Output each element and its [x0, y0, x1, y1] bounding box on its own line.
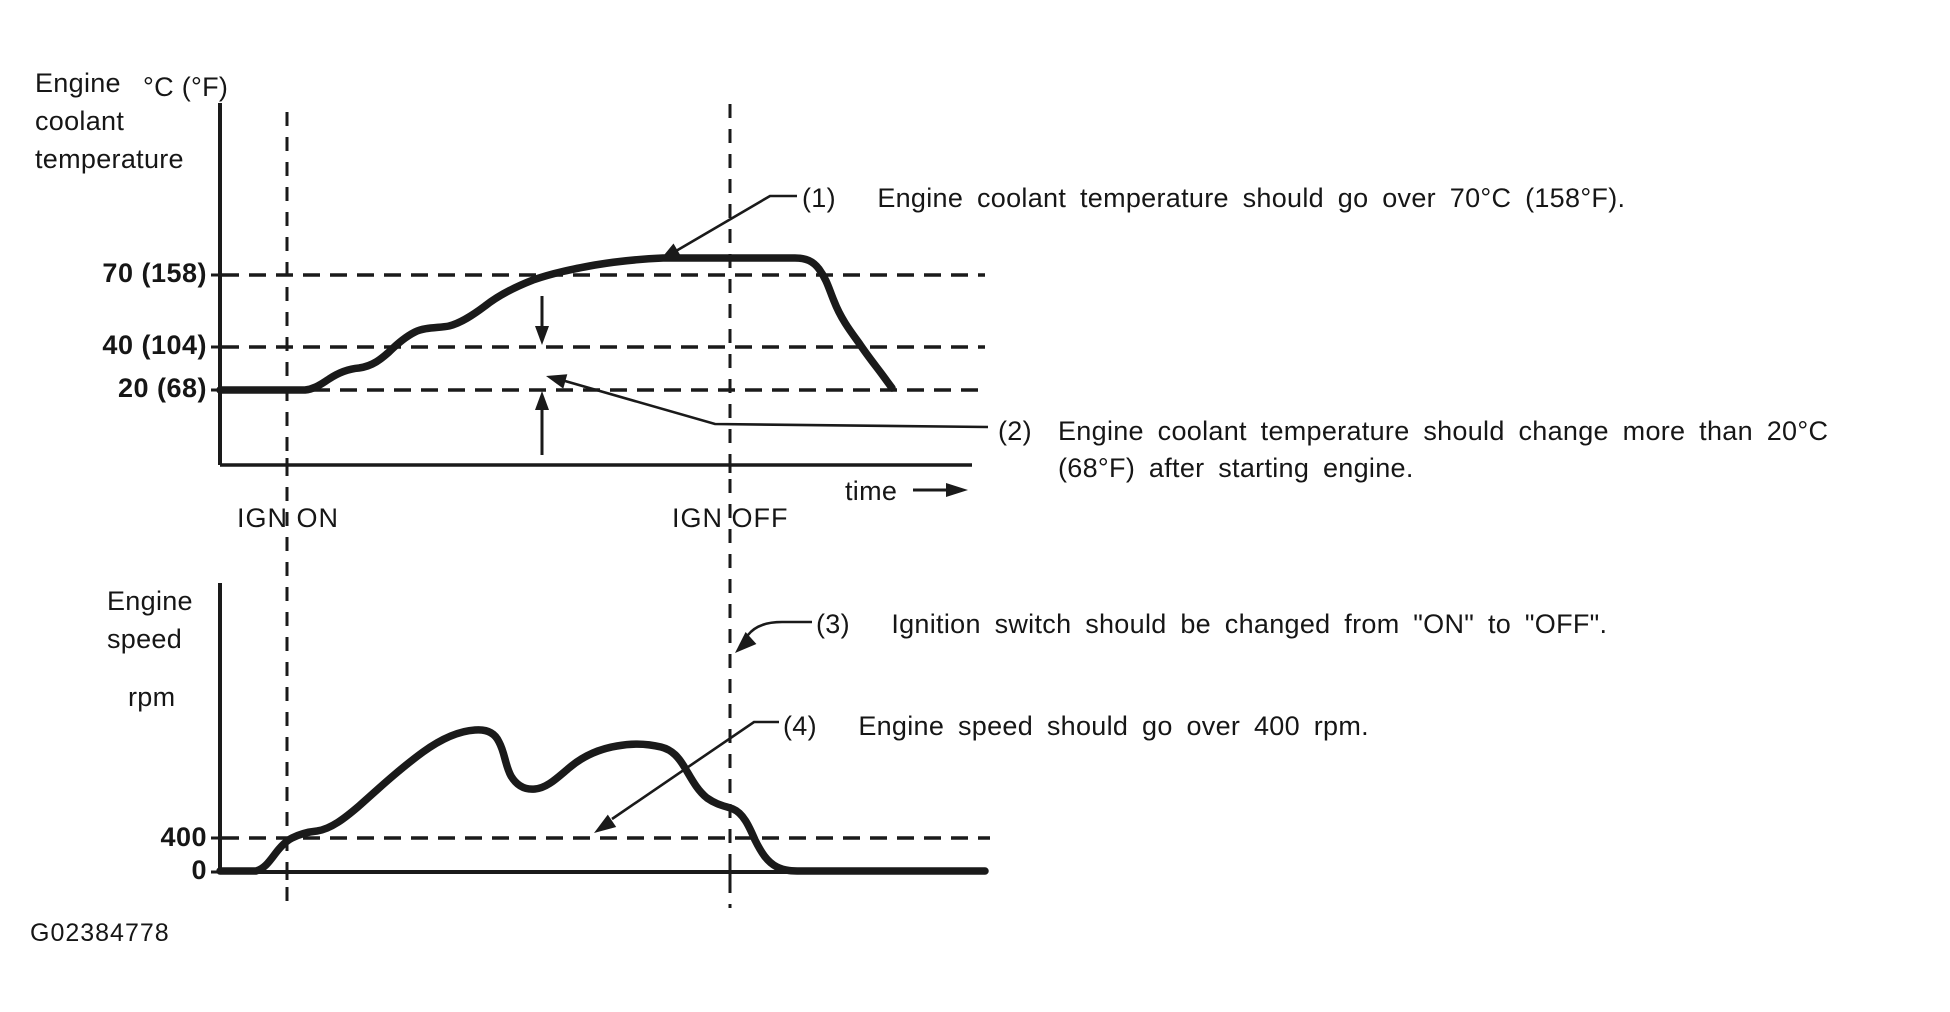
bottom-chart-x-ticks: [285, 865, 732, 880]
annotation-2-line2: (68°F) after starting engine.: [1058, 453, 1414, 483]
tick-20-68: 20 (68): [117, 373, 207, 403]
annotation-3: (3) Ignition switch should be changed fr…: [816, 609, 1607, 639]
top-chart-axis-title: Engine coolant temperature: [35, 64, 184, 178]
tick-40-104: 40 (104): [102, 330, 207, 360]
measure-up-arrowhead-icon: [535, 391, 549, 410]
annotation-3-number: (3): [816, 609, 850, 639]
engine-speed-curve: [216, 726, 989, 875]
annotation-3-text: Ignition switch should be changed from "…: [891, 609, 1608, 639]
top-axis-title-line3: temperature: [35, 144, 184, 174]
annotation-1: (1) Engine coolant temperature should go…: [802, 183, 1625, 213]
annotation-1-leader: [675, 194, 797, 253]
annotation-1-number: (1): [802, 183, 836, 213]
figure-id: G02384778: [30, 919, 170, 947]
annotation-1-arrowhead-icon: [660, 243, 682, 260]
top-axis-title-line2: coolant: [35, 106, 125, 136]
tick-0rpm: 0: [191, 855, 207, 885]
annotation-2-arrowhead-icon: [546, 374, 568, 389]
annotation-3-leader: [744, 620, 812, 639]
annotation-4-number: (4): [783, 711, 817, 741]
time-axis-label: time: [845, 476, 898, 506]
coolant-temperature-curve: [216, 254, 896, 394]
bottom-chart-axis-title: Engine speed: [107, 582, 193, 658]
top-axis-title-line1: Engine: [35, 68, 121, 98]
annotation-3-arrowhead-icon: [735, 632, 757, 653]
annotation-4-text: Engine speed should go over 400 rpm.: [858, 711, 1369, 741]
annotation-4: (4) Engine speed should go over 400 rpm.: [783, 711, 1369, 741]
annotation-4-arrowhead-icon: [594, 814, 617, 833]
bottom-chart-unit-label: rpm: [128, 682, 176, 712]
annotation-1-text: Engine coolant temperature should go ove…: [877, 183, 1626, 213]
tick-400rpm: 400: [160, 822, 207, 852]
ign-on-label: IGN ON: [237, 503, 340, 533]
ign-off-label: IGN OFF: [672, 503, 789, 533]
tick-70-158: 70 (158): [102, 258, 207, 288]
top-chart-unit-label: °C (°F): [143, 72, 229, 102]
annotation-4-leader: [611, 720, 779, 821]
measure-down-arrowhead-icon: [535, 326, 549, 345]
bottom-axis-title-line2: speed: [107, 624, 183, 654]
annotation-2-leader: [564, 379, 989, 429]
bottom-axis-title-line1: Engine: [107, 586, 193, 616]
annotation-2-line1: Engine coolant temperature should change…: [1058, 416, 1829, 446]
time-arrowhead-icon: [946, 483, 968, 497]
annotation-2-number: (2): [998, 416, 1032, 446]
